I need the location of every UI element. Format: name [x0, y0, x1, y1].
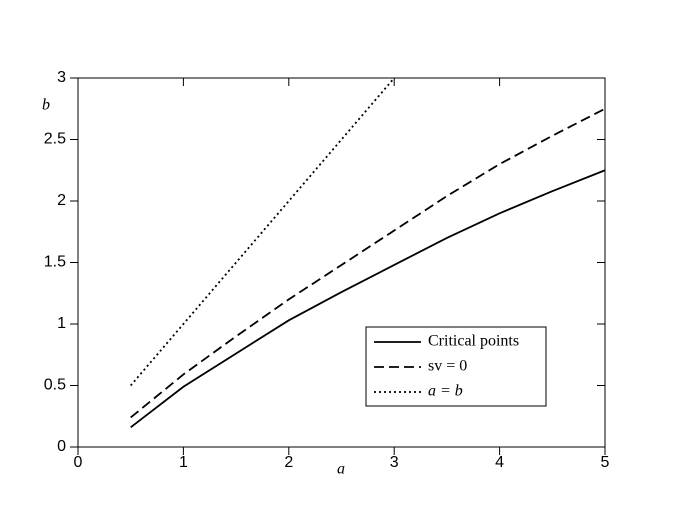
x-tick-label: 2	[284, 454, 293, 471]
legend-label: sv = 0	[428, 358, 467, 375]
y-tick-label: 2.5	[44, 131, 66, 148]
y-tick-label: 1.5	[44, 254, 66, 271]
x-tick-label: 0	[74, 454, 83, 471]
x-tick-label: 3	[390, 454, 399, 471]
y-tick-label: 0	[57, 438, 66, 455]
x-tick-label: 4	[495, 454, 504, 471]
y-tick-label: 3	[57, 69, 66, 86]
y-tick-label: 1	[57, 315, 66, 332]
y-tick-label: 0.5	[44, 377, 66, 394]
series-line	[130, 77, 395, 387]
series-line	[130, 107, 606, 419]
series-line	[130, 169, 606, 429]
x-axis-label: a	[337, 461, 345, 478]
y-tick-label: 2	[57, 192, 66, 209]
legend-label: a = b	[428, 383, 463, 400]
x-tick-label: 5	[601, 454, 610, 471]
y-axis-label: b	[42, 97, 50, 114]
x-tick-label: 1	[179, 454, 188, 471]
legend-label: Critical points	[428, 333, 519, 350]
